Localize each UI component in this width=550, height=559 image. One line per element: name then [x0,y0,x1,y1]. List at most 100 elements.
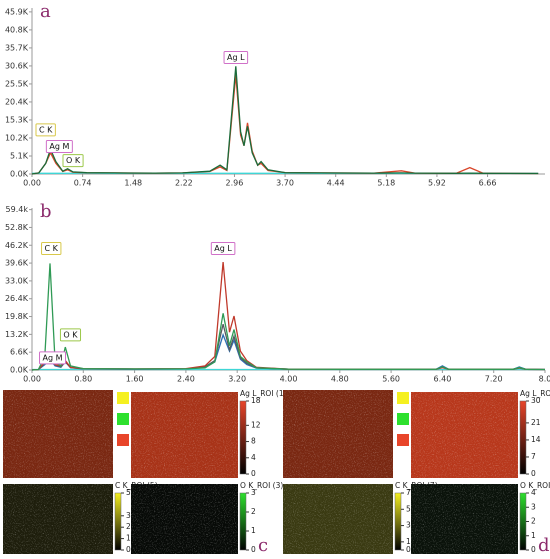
colorbar-tick-label: 1 [406,537,411,546]
x-tick-label: 6.66 [479,179,497,188]
spectrum-line [31,261,546,371]
y-tick-label: 39.6K [5,259,29,268]
peak-label: C K [39,125,53,134]
legend-swatch [397,413,409,425]
x-tick-label: 3.20 [228,375,246,384]
colorbar-tick-label: 3 [531,502,536,511]
spectrum-line [31,75,539,175]
map-noise [283,390,393,478]
x-tick-label: 4.00 [280,375,298,384]
legend-swatch [117,392,129,404]
peak-label-box [59,328,82,342]
colorbar-tick-label: 5 [126,488,131,497]
y-tick-label: 26.4K [5,294,29,303]
peak-label: C K [45,244,59,253]
x-tick-label: 7.20 [485,375,503,384]
x-tick-label: 8.0 [539,375,550,384]
peak-label-box [210,242,236,255]
colorbar [239,492,247,551]
spectrum-line [31,263,546,371]
colorbar-tick-label: 14 [531,435,541,444]
y-tick-label: 52.8K [5,223,29,232]
y-tick-label: 45.9K [5,7,29,16]
peak-label-box [45,139,73,153]
colorbar-tick-label: 5 [406,504,411,513]
colorbar-tick-label: 2 [251,507,256,516]
legend-swatch [397,392,409,404]
map-noise-layer [131,484,238,554]
colorbar-tick-label: 2 [126,522,131,531]
map-noise-layer [283,390,393,478]
x-tick-label: 0.00 [23,375,41,384]
peak-label-box [62,154,84,168]
colorbar-tick-label: 7 [406,488,411,497]
x-tick-label: 1.60 [126,375,144,384]
x-tick-label: 5.60 [382,375,400,384]
peak-label: O K [66,156,81,165]
legend-swatch [117,413,129,425]
map-noise-layer [283,484,393,554]
y-tick-label: 0.0K [10,170,29,179]
y-tick-label: 46.2K [5,241,29,250]
y-tick-label: 10.2K [5,133,29,142]
map-title: O K_ROI (3) [240,481,283,490]
x-tick-label: 2.22 [175,179,193,188]
peak-label: Ag M [49,142,69,151]
map-noise [283,484,393,554]
x-tick-label: 5.92 [428,179,446,188]
y-tick-label: 40.8K [5,25,29,34]
colorbar-tick-label: 7 [531,452,536,461]
colorbar-tick-label: 18 [251,396,261,405]
legend-swatch [397,434,409,446]
x-tick-label: 2.40 [177,375,195,384]
map-noise [411,484,518,554]
colorbar-tick-label: 12 [251,420,261,429]
y-tick-label: 33.0K [5,276,29,285]
map-title: Ag L_ROI (30) [520,389,550,398]
colorbar [519,400,527,475]
colorbar-tick-label: 0 [251,469,256,478]
map-noise [3,484,113,554]
colorbar-tick-label: 0 [531,545,536,554]
map-noise-layer [131,392,238,478]
peak-label-box [35,123,56,137]
spectrum-line [31,323,546,371]
spectrum-line [31,332,546,371]
colorbar-tick-label: 0 [531,469,536,478]
y-tick-label: 30.6K [5,61,29,70]
peak-label-box [223,50,249,64]
peak-label-box [41,242,62,255]
y-tick-label: 35.7K [5,43,29,52]
colorbar-tick-label: 4 [251,453,256,462]
map-noise [3,390,113,478]
y-tick-label: 13.2K [5,330,29,339]
colorbar-tick-label: 8 [251,437,256,446]
colorbar-tick-label: 3 [126,511,131,520]
colorbar [114,492,122,551]
map-noise-layer [3,390,113,478]
map-noise-layer [411,484,518,554]
colorbar [239,400,247,475]
colorbar-tick-label: 0 [406,545,411,554]
map-noise-layer [411,392,518,478]
y-tick-label: 5.1K [10,151,29,160]
map-title: O K_ROI (4) [520,481,550,490]
x-tick-label: 0.74 [74,179,92,188]
colorbar-tick-label: 30 [531,396,541,405]
peak-label: Ag L [214,244,232,253]
colorbar-tick-label: 2 [531,517,536,526]
panel-label: b [40,201,52,222]
peak-label: Ag L [227,53,245,62]
x-tick-label: 4.44 [327,179,345,188]
legend-swatch [117,434,129,446]
x-tick-label: 6.40 [433,375,451,384]
spectrum-line [31,66,539,175]
y-tick-label: 59.4k [6,205,29,214]
colorbar-tick-label: 0 [251,545,256,554]
colorbar-tick-label: 4 [531,488,536,497]
colorbar [394,492,402,551]
y-tick-label: 15.3K [5,115,29,124]
peak-label: Ag M [43,353,63,362]
peak-label: O K [63,330,78,339]
